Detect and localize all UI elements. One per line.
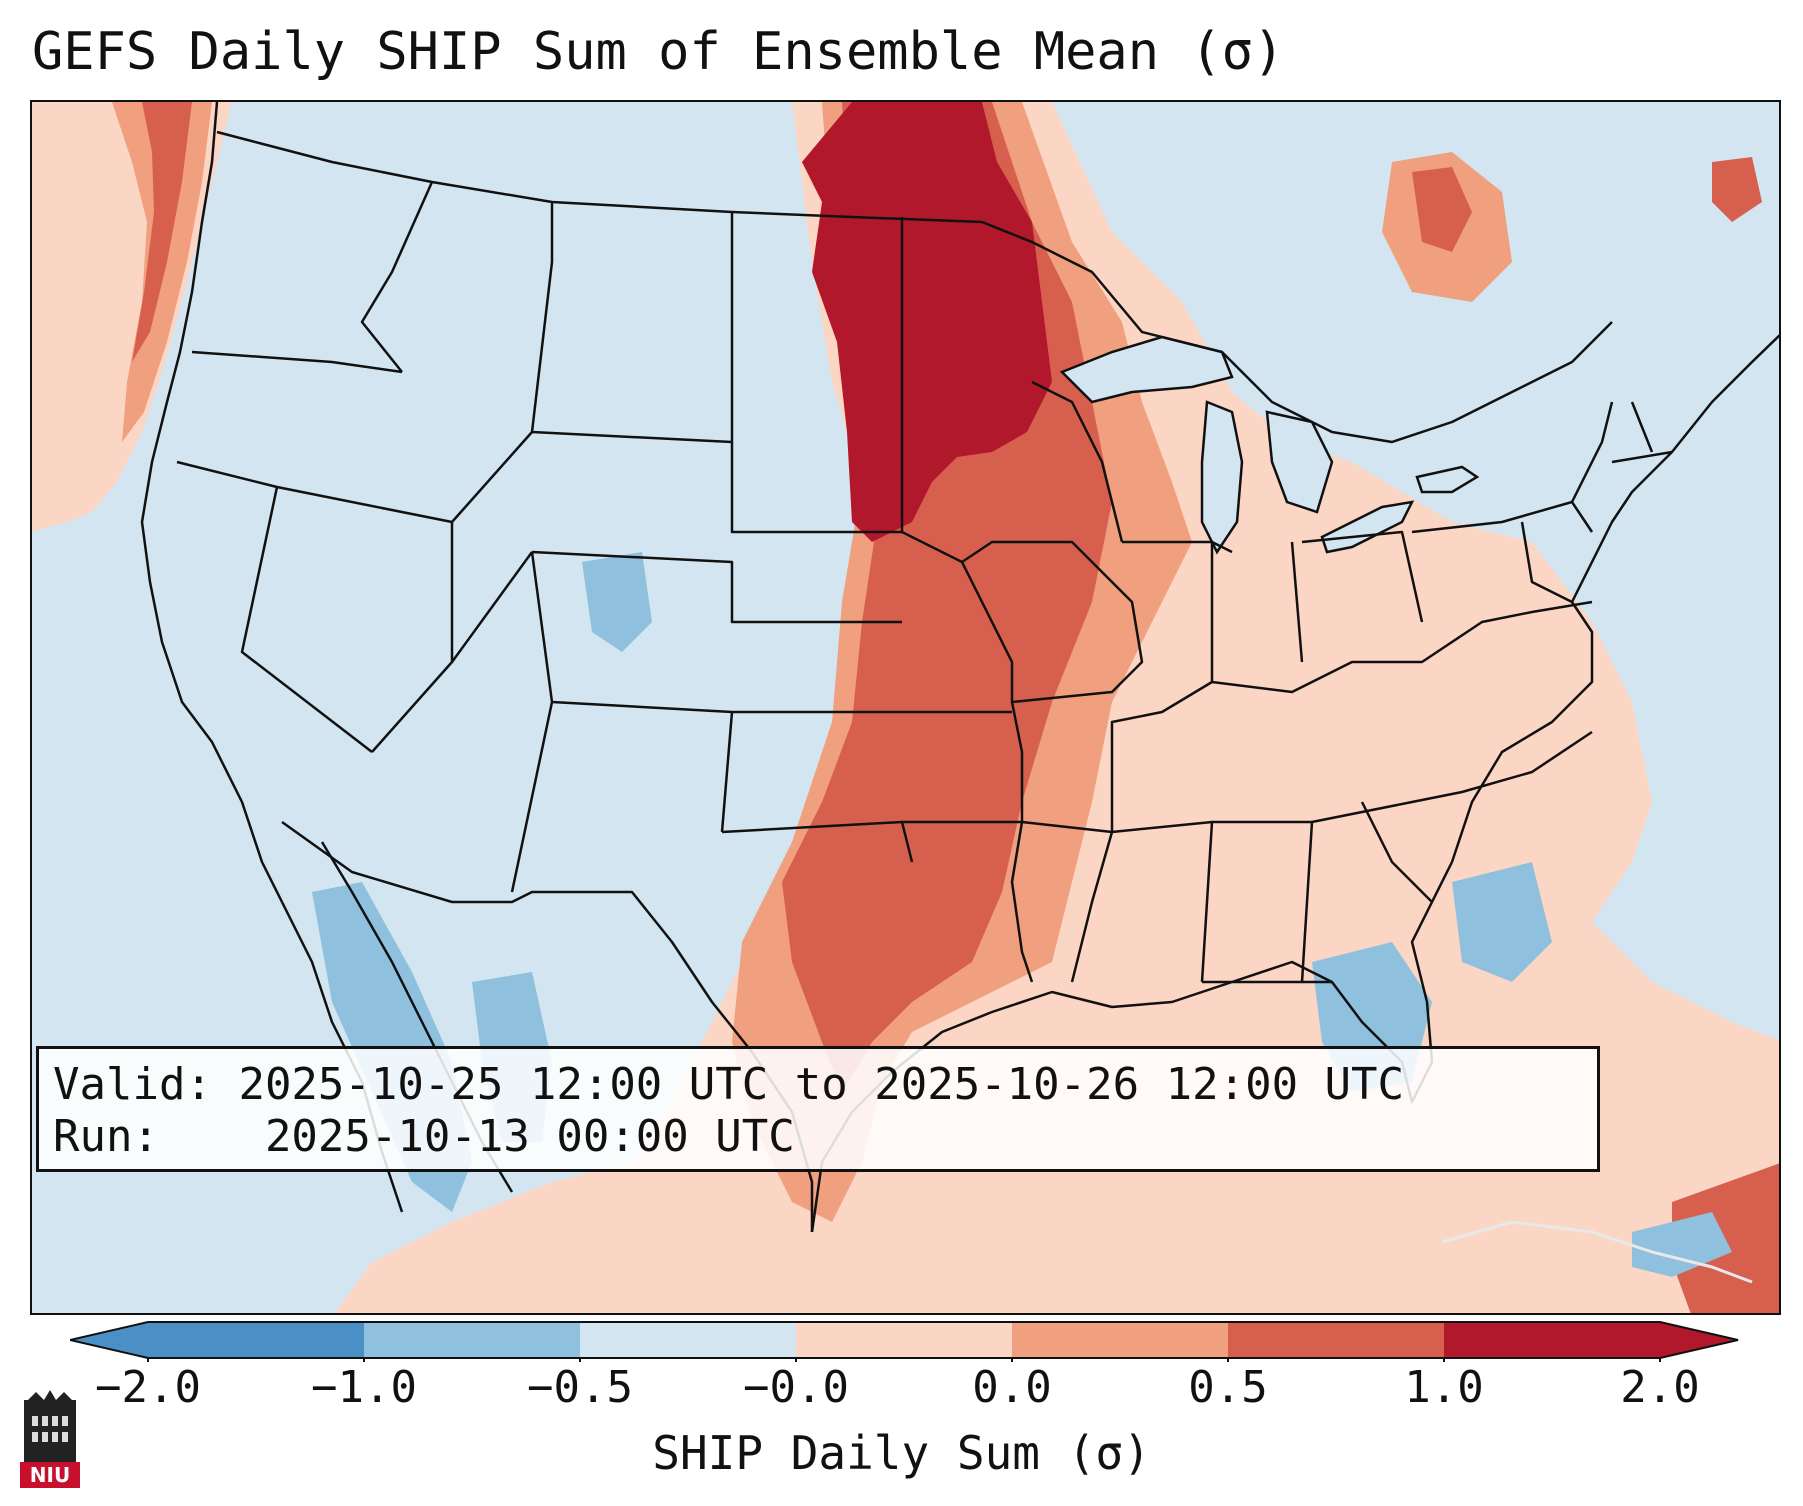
lake-erie — [1320, 500, 1415, 554]
anomaly-area-caribbean-high — [1672, 1163, 1779, 1313]
lake-superior — [1059, 335, 1234, 404]
run-value: 2025-10-13 00:00 UTC — [264, 1111, 795, 1162]
colorbar-tick-label: 1.0 — [1404, 1362, 1484, 1413]
colorbar-tick-label: 0.5 — [1188, 1362, 1268, 1413]
boundaries — [140, 102, 1779, 1284]
anomaly-area-labrador-high — [1712, 157, 1762, 222]
colorbar-label: SHIP Daily Sum (σ) — [652, 1426, 1151, 1480]
chart-title: GEFS Daily SHIP Sum of Ensemble Mean (σ) — [32, 22, 1285, 82]
colorbar-segment — [1444, 1322, 1661, 1358]
colorbar-tick-label: −1.0 — [311, 1362, 417, 1413]
colorbar-tick-label: 2.0 — [1620, 1362, 1700, 1413]
colorbar-extend-high — [1660, 1322, 1738, 1358]
colorbar-segments — [70, 1322, 1738, 1358]
run-line: Run: 2025-10-13 00:00 UTC — [53, 1111, 1583, 1163]
colorbar-segment — [1012, 1322, 1229, 1358]
state-borders-west — [176, 181, 914, 893]
valid-value: 2025-10-25 12:00 UTC to 2025-10-26 12:00… — [238, 1059, 1405, 1110]
colorbar-tick-label: −0.5 — [527, 1362, 633, 1413]
anomaly-area-pacific-nw-high — [132, 102, 192, 362]
cuba-outline — [1441, 1220, 1753, 1284]
colorbar-tick-label: −0.0 — [743, 1362, 849, 1413]
niu-logo: NIU — [20, 1390, 80, 1488]
run-label: Run: — [53, 1111, 159, 1162]
colorbar-segment — [1228, 1322, 1445, 1358]
colorbar-extend-low — [70, 1322, 148, 1358]
colorbar-tick-label: −2.0 — [95, 1362, 201, 1413]
lake-michigan — [1200, 400, 1244, 555]
map-canvas — [32, 102, 1779, 1313]
us-canada-border — [216, 130, 1613, 444]
anomaly-area-colorado-cool — [582, 552, 652, 652]
valid-line: Valid: 2025-10-25 12:00 UTC to 2025-10-2… — [53, 1059, 1583, 1111]
valid-label: Valid: — [53, 1059, 212, 1110]
colorbar — [70, 1321, 1739, 1362]
colorbar-segment — [364, 1322, 581, 1358]
colorbar-segment — [580, 1322, 797, 1358]
colorbar-tick-label: 0.0 — [972, 1362, 1052, 1413]
pacific-coastline — [140, 102, 284, 903]
anomaly-area-cuba-cool — [1632, 1212, 1732, 1277]
colorbar-ticks: −2.0 −1.0 −0.5 −0.0 0.0 0.5 1.0 2.0 — [0, 1362, 1803, 1422]
anomaly-area-atlantic-cool — [1452, 862, 1552, 982]
anomaly-area-northern-plains-very-high — [802, 102, 1052, 542]
niu-logo-text: NIU — [30, 1463, 70, 1487]
info-box: Valid: 2025-10-25 12:00 UTC to 2025-10-2… — [36, 1046, 1600, 1172]
colorbar-segment — [148, 1322, 365, 1358]
atlantic-coastline — [1450, 334, 1779, 863]
lake-ontario — [1415, 465, 1480, 494]
colorbar-segment — [796, 1322, 1013, 1358]
state-borders-east — [1111, 401, 1673, 984]
great-lakes — [1059, 335, 1480, 555]
state-borders-central — [900, 217, 1233, 983]
anomaly-area-quebec-high — [1412, 167, 1472, 252]
